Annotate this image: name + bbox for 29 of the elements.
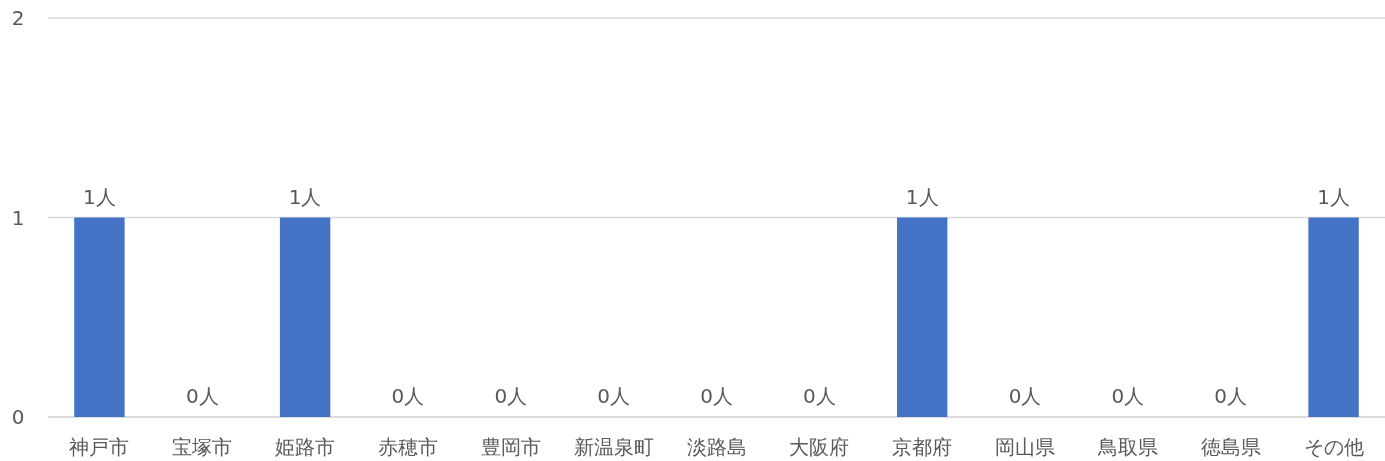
- y-tick-label: 2: [11, 6, 25, 30]
- y-tick-label: 0: [11, 405, 25, 429]
- data-label: 1人: [83, 184, 116, 209]
- x-tick-label: 宝塚市: [172, 435, 233, 459]
- x-tick-label: 豊岡市: [480, 435, 541, 459]
- data-label: 0人: [1214, 384, 1248, 408]
- x-tick-label: 岡山県: [995, 435, 1056, 459]
- data-label: 0人: [700, 384, 733, 408]
- data-label: 1人: [1317, 184, 1350, 209]
- data-label: 0人: [802, 384, 836, 408]
- x-tick-label: 京都府: [892, 435, 953, 459]
- data-label: 0人: [391, 384, 425, 408]
- x-tick-label: 鳥取県: [1096, 435, 1158, 459]
- x-tick-label: 新温泉町: [573, 435, 654, 459]
- data-label: 1人: [288, 184, 322, 209]
- x-tick-label: 神戸市: [69, 435, 130, 459]
- x-tick-label: 姫路市: [275, 435, 336, 459]
- data-label: 0人: [597, 384, 631, 408]
- y-tick-label: 1: [11, 205, 25, 230]
- data-label: 0人: [494, 384, 528, 408]
- x-tick-label: 大阪府: [789, 435, 850, 459]
- x-tick-label: 淡路島: [686, 435, 747, 459]
- x-tick-label: 徳島県: [1200, 435, 1261, 459]
- x-tick-label: その他: [1303, 435, 1364, 459]
- data-label: 1人: [905, 184, 939, 209]
- x-tick-label: 赤穂市: [377, 435, 438, 459]
- data-label: 0人: [1111, 384, 1145, 408]
- data-label: 0人: [1008, 384, 1042, 408]
- data-label: 0人: [185, 384, 219, 408]
